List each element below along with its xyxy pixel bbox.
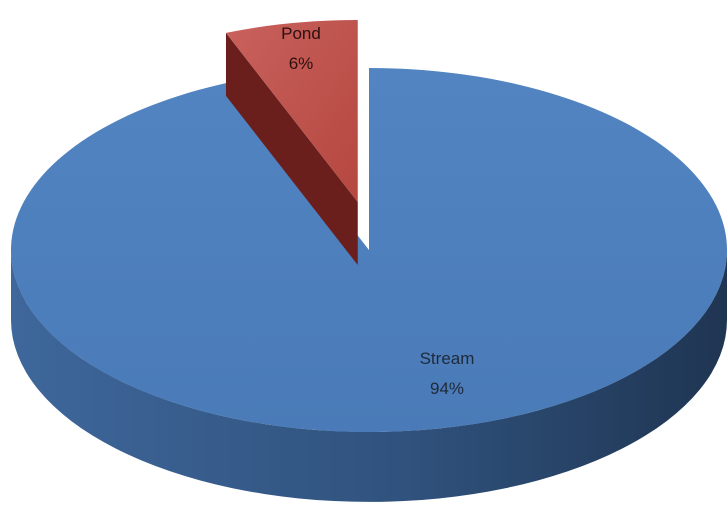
- slice-stream: [10, 68, 727, 502]
- slice-stream-top: [10, 68, 727, 433]
- slice-pond-top: [225, 20, 358, 203]
- slice-pond: [225, 20, 358, 266]
- slice-pct-pond: 6%: [289, 54, 314, 73]
- slice-label-pond: Pond: [281, 24, 321, 43]
- slice-pond-side: [225, 32, 358, 266]
- slice-stream-side: [11, 250, 727, 502]
- slice-label-stream: Stream: [420, 349, 475, 368]
- slice-pct-stream: 94%: [430, 379, 464, 398]
